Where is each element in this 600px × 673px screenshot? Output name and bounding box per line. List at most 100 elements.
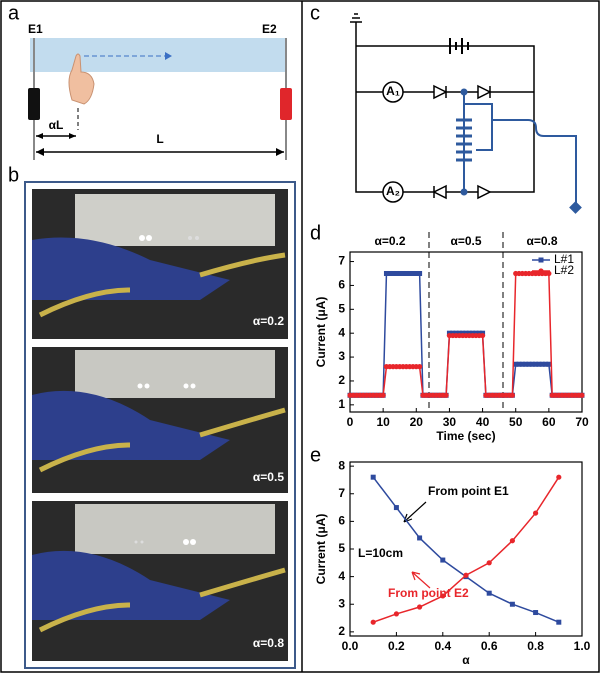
panel-label: c	[310, 2, 320, 24]
legend-label: L#2	[554, 263, 574, 277]
led	[195, 236, 199, 240]
y-tick-label: 7	[338, 486, 345, 500]
point	[387, 270, 393, 276]
battery	[449, 38, 469, 54]
point	[393, 505, 399, 511]
point	[546, 361, 552, 367]
clip	[38, 407, 286, 473]
photo-label: α=0.8	[253, 636, 284, 650]
point	[556, 619, 562, 625]
led	[137, 383, 143, 389]
led	[190, 383, 196, 389]
clip	[38, 252, 286, 318]
glove	[32, 390, 230, 460]
x-tick-label: 60	[542, 415, 556, 429]
wire	[355, 22, 535, 193]
point	[417, 535, 423, 541]
led	[140, 540, 144, 544]
electrode-label: E1	[28, 22, 43, 36]
point	[393, 611, 399, 617]
strip	[30, 38, 286, 72]
ground	[350, 13, 362, 23]
y-tick-label: 7	[338, 254, 345, 268]
ammeter-label: A₁	[386, 84, 400, 98]
ammeter-label: A₂	[386, 184, 400, 198]
electrode-label: E2	[262, 22, 277, 36]
point	[513, 361, 519, 367]
photo	[32, 189, 288, 339]
point	[383, 270, 389, 276]
point	[417, 364, 423, 370]
led	[190, 539, 196, 545]
led	[188, 236, 192, 240]
x-tick-label: 0.6	[481, 639, 498, 653]
photo	[32, 347, 288, 493]
led	[146, 235, 152, 241]
x-tick-label: 0	[347, 415, 354, 429]
panel-label: a	[8, 2, 20, 24]
finger	[68, 53, 95, 105]
x-axis-title: Time (sec)	[436, 429, 495, 443]
photo-label: α=0.5	[253, 470, 284, 484]
point	[579, 392, 585, 398]
clip-red	[280, 88, 292, 120]
point	[397, 270, 403, 276]
glove	[32, 550, 230, 620]
point	[486, 560, 492, 566]
annotation-arrow	[403, 501, 427, 523]
ammeter	[382, 181, 404, 203]
probe	[569, 201, 582, 214]
point	[539, 361, 545, 367]
led	[134, 540, 138, 544]
point	[479, 332, 486, 339]
y-tick-label: 8	[338, 458, 345, 472]
point	[390, 270, 396, 276]
x-tick-label: 0.0	[342, 639, 359, 653]
point	[526, 361, 532, 367]
coil	[456, 118, 472, 162]
breadboard	[75, 504, 275, 554]
photo	[32, 501, 288, 661]
led	[183, 539, 189, 545]
dimension-label: L	[156, 132, 163, 146]
point	[533, 510, 539, 516]
point	[440, 593, 446, 599]
panel-label: b	[8, 164, 19, 186]
x-tick-label: 10	[376, 415, 390, 429]
y-tick-label: 1	[338, 397, 345, 411]
circuit	[350, 13, 535, 203]
point	[509, 392, 515, 398]
point	[410, 270, 416, 276]
point	[413, 270, 419, 276]
y-tick-label: 5	[338, 541, 345, 555]
x-tick-label: 70	[575, 415, 589, 429]
y-tick-label: 3	[338, 349, 345, 363]
y-axis-title: Current (μA)	[314, 297, 328, 368]
x-tick-label: 20	[410, 415, 424, 429]
point	[417, 270, 423, 276]
point	[543, 361, 549, 367]
y-tick-label: 3	[338, 596, 345, 610]
y-axis-title: Current (μA)	[314, 514, 328, 585]
clip	[38, 567, 286, 633]
point	[546, 270, 552, 277]
point	[509, 601, 515, 607]
photo-label: α=0.2	[253, 314, 284, 328]
node	[460, 88, 468, 96]
point	[370, 474, 376, 480]
point	[519, 361, 525, 367]
point	[443, 392, 449, 398]
point	[533, 610, 539, 616]
point	[516, 361, 522, 367]
y-tick-label: 6	[338, 514, 345, 528]
annotation-arrow	[411, 571, 431, 589]
glove	[32, 237, 230, 300]
point	[529, 361, 535, 367]
x-tick-label: 1.0	[574, 639, 591, 653]
point	[417, 604, 423, 610]
point	[403, 270, 409, 276]
x-axis-title: α	[462, 653, 470, 667]
lead	[464, 103, 577, 208]
